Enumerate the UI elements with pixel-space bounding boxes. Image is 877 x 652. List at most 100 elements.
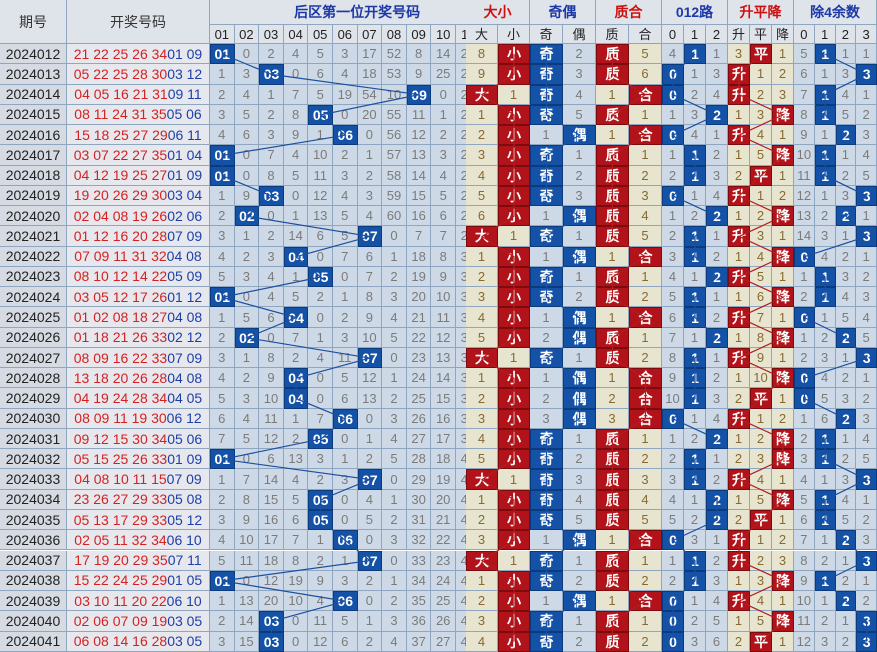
miss-value: 5 [333,368,358,389]
miss-value: 9 [357,307,383,328]
route-miss: 4 [706,408,728,429]
subheader-r012: 0 [662,25,684,44]
draw-numbers: 08 09 16 22 33 07 09 [67,347,210,369]
miss-value: 3 [382,287,407,308]
miss-value: 0 [382,550,407,571]
prime-comp-hit: 合 [629,388,662,409]
miss-value: 7 [283,530,309,551]
miss-value: 2 [283,347,309,369]
mod4-miss: 7 [794,84,815,105]
rise-fall-hit: 平 [750,509,772,531]
prime-comp-miss: 3 [629,185,662,207]
miss-value: 59 [382,185,407,207]
mod4-hit: 1 [814,44,836,65]
miss-value: 10 [234,530,260,551]
hit-number: 01 [210,570,235,591]
miss-value: 4 [308,347,333,369]
mod4-miss: 3 [814,347,836,369]
mod4-miss: 2 [835,570,857,591]
rise-fall-miss: 1 [772,631,794,652]
period-cell: 2024039 [0,591,67,612]
miss-value: 3 [210,104,235,126]
miss-value: 4 [234,408,260,429]
odd-even-hit: 奇 [530,428,563,450]
subheader-mod: 3 [856,25,877,44]
big-small-hit: 小 [498,125,530,146]
period-cell: 2024017 [0,145,67,166]
header-big-small: 大小 [466,0,530,25]
miss-value: 15 [259,489,284,510]
miss-value: 10 [357,327,383,348]
miss-value: 16 [406,206,432,227]
rise-fall-hit: 升 [728,469,750,490]
hit-number: 07 [357,347,383,369]
back-numbers: 05 06 [166,106,202,123]
prime-comp-miss: 2 [596,388,629,409]
miss-value: 3 [333,469,358,490]
route-miss: 1 [684,489,706,510]
header-mod4: 除4余数 [794,0,877,25]
route-miss: 2 [706,469,728,490]
big-small-miss: 2 [466,509,498,531]
miss-value: 4 [382,307,407,328]
odd-even-miss: 5 [563,104,596,126]
mod4-miss: 3 [856,125,877,146]
big-small-hit: 小 [498,266,530,288]
miss-value: 22 [406,327,432,348]
odd-even-miss: 2 [563,631,596,652]
draw-numbers: 04 12 19 25 27 01 09 [67,165,210,186]
back-numbers: 04 05 [167,390,203,407]
route-miss: 10 [662,388,684,409]
hit-number: 07 [357,226,383,247]
big-small-miss: 3 [466,145,498,166]
route-hit: 2 [706,266,728,288]
rise-fall-miss: 1 [772,266,794,288]
draw-numbers: 02 04 08 19 26 02 06 [67,206,210,227]
big-small-miss: 5 [466,449,498,470]
subheader-bs: 大 [466,25,498,44]
odd-even-miss: 3 [563,469,596,490]
big-small-hit: 小 [498,489,530,510]
prime-comp-hit: 质 [596,44,629,65]
miss-value: 3 [234,388,260,409]
miss-value: 3 [210,226,235,247]
odd-even-miss: 3 [530,408,563,429]
odd-even-hit: 偶 [563,388,596,409]
back-numbers: 07 11 [167,552,202,569]
miss-value: 18 [259,550,284,571]
miss-value: 33 [406,550,432,571]
miss-value: 5 [333,206,358,227]
draw-numbers: 01 02 08 18 27 04 08 [67,307,210,328]
mod4-miss: 1 [814,185,836,207]
miss-value: 1 [357,145,383,166]
miss-value: 6 [308,226,333,247]
miss-value: 1 [210,591,235,612]
miss-value: 1 [308,125,333,146]
miss-value: 0 [308,246,333,267]
rise-fall-hit: 降 [772,449,794,470]
rise-fall-miss: 2 [728,509,750,531]
route-miss: 3 [706,570,728,591]
header-rise-fall: 升平降 [728,0,794,25]
miss-value: 1 [382,246,407,267]
big-small-miss: 9 [466,64,498,85]
draw-numbers: 19 20 26 29 30 03 04 [67,185,210,207]
mod4-miss: 1 [835,226,857,247]
route-hit: 2 [706,206,728,227]
big-small-miss: 4 [466,428,498,450]
rise-fall-miss: 4 [750,591,772,612]
back-numbers: 04 08 [166,248,202,265]
miss-value: 4 [382,631,407,652]
miss-value: 3 [234,64,260,85]
big-small-miss: 3 [466,530,498,551]
mod4-hit: 0 [794,246,815,267]
miss-value: 1 [234,226,260,247]
miss-value: 4 [308,591,333,612]
miss-value: 24 [406,368,432,389]
rise-fall-miss: 2 [728,449,750,470]
mod4-hit: 0 [794,307,815,328]
mod4-miss: 5 [856,449,877,470]
mod4-miss: 5 [794,489,815,510]
miss-value: 12 [406,125,432,146]
hit-number: 07 [357,550,383,571]
